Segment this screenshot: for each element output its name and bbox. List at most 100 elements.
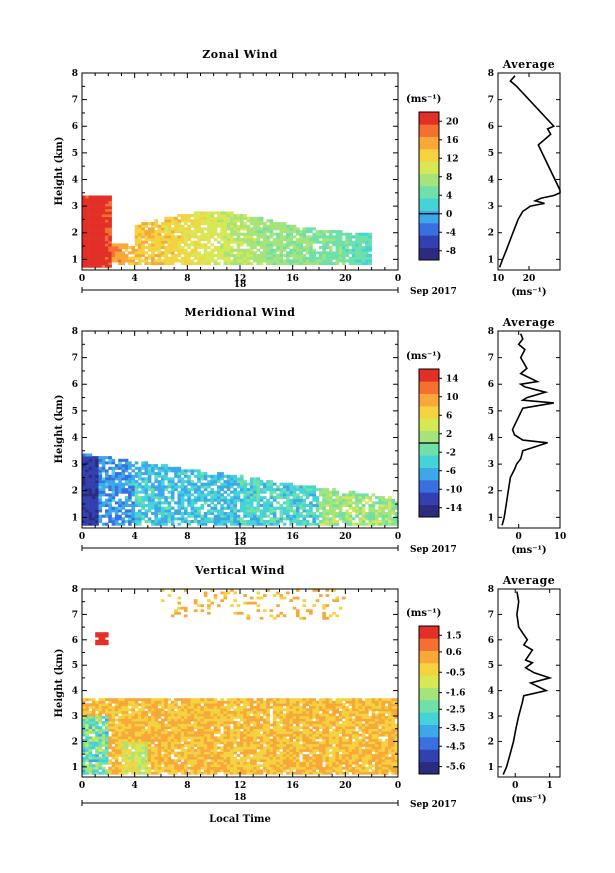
heatmap-cell [138, 736, 142, 740]
heatmap-cell [233, 232, 237, 236]
heatmap-cell [197, 749, 201, 752]
heatmap-cell [82, 477, 86, 481]
heatmap-cell [151, 698, 155, 701]
heatmap-cell [240, 501, 244, 505]
heatmap-cell [272, 710, 277, 714]
heatmap-cell [226, 751, 231, 755]
heatmap-cell [167, 520, 172, 523]
heatmap-cell [167, 222, 172, 226]
heatmap-cell [325, 512, 330, 515]
heatmap-cell [259, 216, 264, 220]
heatmap-cell [345, 522, 349, 526]
heatmap-cell [230, 240, 234, 244]
heatmap-cell [213, 700, 218, 704]
heatmap-cell [217, 219, 221, 223]
heatmap-cell [157, 716, 162, 719]
heatmap-cell [131, 248, 135, 252]
heatmap-cell [197, 728, 201, 732]
heatmap-cell [157, 726, 162, 729]
heatmap-cell [249, 744, 254, 747]
heatmap-cell [230, 480, 234, 484]
heatmap-cell [82, 211, 86, 215]
heatmap-cell [249, 736, 254, 740]
heatmap-cell [210, 219, 214, 223]
heatmap-cell [88, 522, 93, 526]
heatmap-cell [161, 759, 165, 762]
heatmap-cell [91, 243, 96, 247]
heatmap-cell [230, 749, 234, 752]
heatmap-cell [289, 703, 293, 707]
heatmap-cell [230, 718, 234, 722]
heatmap-cell [124, 474, 129, 478]
heatmap-cell [190, 728, 195, 732]
heatmap-cell [151, 708, 155, 712]
heatmap-cell [217, 700, 221, 704]
heatmap-cell [345, 517, 349, 521]
heatmap-cell [243, 493, 247, 497]
heatmap-cell [263, 248, 267, 252]
heatmap-cell [154, 723, 158, 727]
heatmap-cell [197, 216, 201, 220]
heatmap-cell [272, 708, 277, 712]
heatmap-cell [292, 710, 297, 714]
heatmap-cell [131, 480, 135, 484]
heatmap-cell [246, 708, 251, 712]
heatmap-cell [256, 703, 261, 707]
heatmap-cell [276, 744, 280, 747]
heatmap-cell [286, 224, 290, 228]
heatmap-cell [174, 259, 178, 263]
heatmap-cell [246, 216, 251, 220]
heatmap-cell [253, 520, 257, 523]
heatmap-cell [174, 509, 178, 513]
heatmap-cell [328, 251, 333, 255]
heatmap-cell [82, 506, 86, 510]
heatmap-cell [282, 493, 287, 497]
heatmap-cell [88, 246, 93, 249]
heatmap-cell [263, 238, 267, 242]
heatmap-cell [269, 744, 274, 747]
heatmap-cell [124, 496, 129, 500]
heatmap-cell [282, 485, 287, 489]
heatmap-cell [161, 708, 165, 712]
heatmap-cell [105, 248, 109, 252]
heatmap-cell [184, 738, 188, 742]
heatmap-cell [98, 637, 103, 641]
heatmap-cell [266, 248, 270, 252]
heatmap-cell [105, 716, 109, 719]
heatmap-cell [167, 761, 172, 765]
heatmap-cell [141, 736, 145, 740]
heatmap-cell [108, 759, 112, 762]
heatmap-cell [292, 227, 297, 231]
heatmap-cell [98, 749, 103, 752]
heatmap-cell [154, 771, 158, 775]
heatmap-cell [249, 512, 254, 515]
heatmap-cell [161, 254, 165, 257]
heatmap-cell [312, 256, 316, 260]
heatmap-cell [170, 771, 175, 775]
heatmap-cell [282, 259, 287, 263]
heatmap-cell [174, 246, 178, 249]
heatmap-cell [276, 741, 280, 745]
heatmap-cell [157, 761, 162, 765]
heatmap-cell [236, 240, 241, 244]
heatmap-cell [154, 219, 158, 223]
heatmap-cell [315, 262, 320, 265]
heatmap-cell [328, 493, 333, 497]
heatmap-cell [223, 723, 228, 727]
heatmap-cell [141, 472, 145, 476]
heatmap-cell [371, 514, 376, 518]
heatmap-cell [95, 761, 99, 765]
heatmap-cell [180, 262, 185, 265]
heatmap-cell [286, 716, 290, 719]
heatmap-cell [233, 488, 237, 492]
heatmap-cell [154, 754, 158, 757]
heatmap-cell [88, 453, 93, 457]
heatmap-cell [328, 501, 333, 505]
heatmap-cell [124, 728, 129, 732]
heatmap-cell [197, 520, 201, 523]
heatmap-cell [233, 591, 237, 595]
heatmap-cell [246, 733, 251, 737]
heatmap-cell [134, 474, 139, 478]
heatmap-cell [95, 477, 99, 481]
colorbar-segment [419, 443, 439, 456]
